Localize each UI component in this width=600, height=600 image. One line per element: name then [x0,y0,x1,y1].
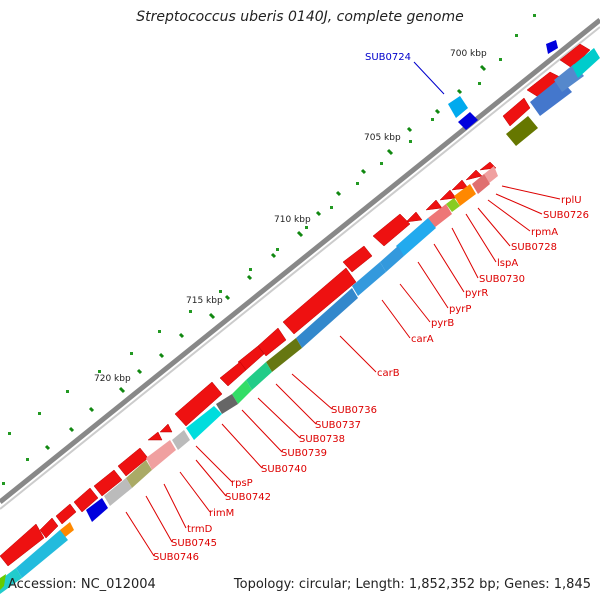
gene-label[interactable]: pyrP [449,304,471,315]
gene-label[interactable]: SUB0739 [281,448,327,459]
gene-label[interactable]: SUB0728 [511,242,557,253]
gene-label[interactable]: SUB0745 [171,538,217,549]
map-title: Streptococcus uberis 0140J, complete gen… [136,9,464,25]
gene-label[interactable]: carA [411,334,434,345]
scale-label: 710 kbp [274,215,311,225]
reverse-strand-genes [0,40,600,594]
gene-label[interactable]: SUB0742 [225,492,271,503]
gene-label[interactable]: SUB0736 [331,405,377,416]
backbone [0,18,600,510]
gene-label[interactable]: trmD [187,524,213,535]
accession-footer: Accession: NC_012004 [8,577,156,592]
scale-labels: 700 kbp 705 kbp 710 kbp 715 kbp 720 kbp [94,49,487,384]
gene-label[interactable]: SUB0726 [543,210,589,221]
highlight-gene-label[interactable]: SUB0724 [365,52,411,63]
label-leaders [125,185,561,557]
gene-label[interactable]: SUB0737 [315,420,361,431]
scale-label: 705 kbp [364,133,401,143]
forward-strand-genes [0,43,591,567]
gene-label[interactable]: SUB0746 [153,552,199,563]
gene-label[interactable]: rpsP [231,478,253,489]
scale-label: 720 kbp [94,374,131,384]
highlight-leader [413,61,445,95]
gene-label[interactable]: rimM [209,508,234,519]
gene-label[interactable]: SUB0738 [299,434,345,445]
outer-dot-ring [2,14,536,485]
scale-label: 715 kbp [186,296,223,306]
accession-value: NC_012004 [80,577,156,592]
gene-label[interactable]: pyrB [431,318,454,329]
gene-labels: rplU SUB0726 rpmA SUB0728 lspA SUB0730 p… [153,195,589,563]
gene-label[interactable]: rplU [561,195,582,206]
green-corner-marker [0,574,6,590]
gene-label[interactable]: lspA [497,258,518,269]
gene-label[interactable]: pyrR [465,288,488,299]
gene-label[interactable]: SUB0730 [479,274,525,285]
topology-footer: Topology: circular; Length: 1,852,352 bp… [233,577,591,592]
gene-label[interactable]: carB [377,368,400,379]
major-ticks [44,64,487,451]
accession-label: Accession: [8,577,77,592]
gene-label[interactable]: SUB0740 [261,464,307,475]
scale-label: 700 kbp [450,49,487,59]
gene-label[interactable]: rpmA [531,227,558,238]
